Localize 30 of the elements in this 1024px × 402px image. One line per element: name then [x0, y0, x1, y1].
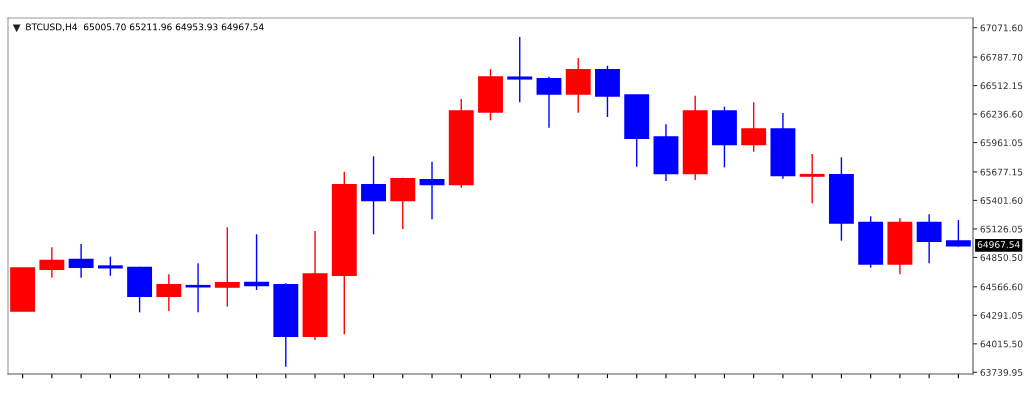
y-tick-label: 66787.70 — [980, 53, 1023, 61]
y-tick-label: 67071.60 — [980, 24, 1023, 32]
candlestick — [156, 273, 182, 312]
candlestick — [419, 161, 445, 220]
candlestick — [68, 243, 94, 279]
candlestick — [916, 213, 942, 264]
candlestick — [741, 101, 767, 153]
y-tick-label: 65401.60 — [980, 197, 1023, 204]
candlestick — [536, 76, 562, 129]
candlestick — [39, 246, 65, 279]
candlestick — [565, 57, 591, 114]
y-tick-label: 64850.50 — [980, 254, 1023, 261]
candlestick — [361, 155, 386, 235]
text: 64967.54 — [977, 241, 1020, 248]
y-tick-label: 64291.05 — [980, 312, 1023, 319]
candlestick — [390, 177, 416, 230]
candlestick — [214, 226, 240, 308]
candlestick — [799, 153, 825, 204]
y-tick-label: 64015.50 — [980, 340, 1023, 348]
candlestick — [507, 36, 533, 103]
y-tick-label: 65961.05 — [980, 139, 1023, 147]
y-tick-label: 63739.95 — [980, 369, 1023, 376]
y-tick-label: 65677.15 — [980, 168, 1023, 176]
y-tick-label: 66236.60 — [980, 110, 1023, 118]
candlestick — [97, 256, 123, 277]
y-tick-label: 66512.15 — [980, 82, 1023, 90]
y-tick-label: 64566.60 — [980, 283, 1023, 291]
candlestick — [945, 219, 971, 248]
text: BTCUSD,H4 65005.70 65211.96 64953.93 64967.54 — [26, 23, 264, 32]
y-tick-label: 65126.05 — [980, 225, 1023, 233]
